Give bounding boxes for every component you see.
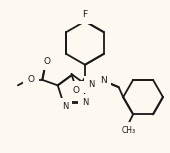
Text: O: O (72, 86, 79, 95)
Text: CH₃: CH₃ (122, 126, 136, 135)
Text: N: N (82, 98, 89, 107)
Text: F: F (82, 10, 88, 19)
Text: N: N (88, 80, 95, 89)
Text: O: O (43, 57, 50, 66)
Text: N: N (62, 102, 68, 111)
Text: O: O (27, 75, 34, 84)
Text: N: N (100, 76, 107, 85)
